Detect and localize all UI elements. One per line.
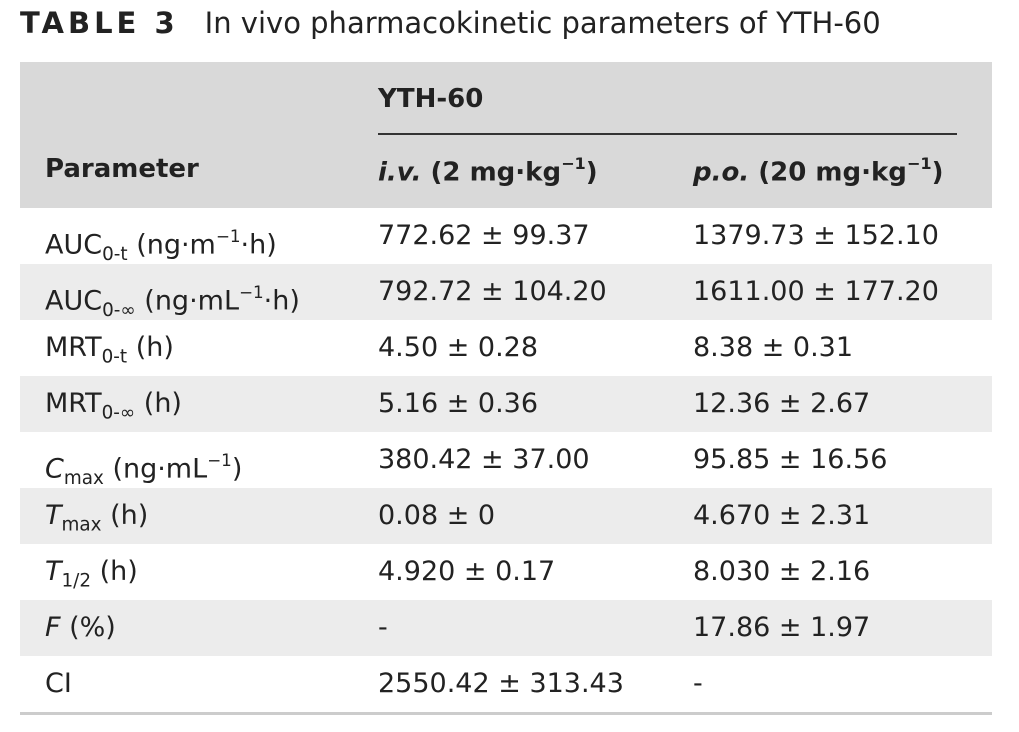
- value-cell: 792.72 ± 104.20: [378, 276, 607, 307]
- text-segment: (20 mg·kg: [749, 157, 907, 188]
- text-segment: i.v.: [378, 157, 422, 188]
- text-segment: max: [63, 468, 104, 490]
- text-segment: −1: [215, 226, 241, 246]
- text-segment: −1: [906, 154, 932, 173]
- column-header: Parameter: [45, 154, 199, 184]
- value-cell: 8.030 ± 2.16: [693, 556, 871, 587]
- text-segment: (%): [60, 612, 116, 643]
- text-segment: (ng·mL: [103, 453, 208, 485]
- table-row: MRT0-t (h) 4.50 ± 0.28 8.38 ± 0.31: [20, 320, 992, 376]
- value-cell: 4.50 ± 0.28: [378, 332, 539, 363]
- table-row: MRT0-∞ (h) 5.16 ± 0.36 12.36 ± 2.67: [20, 376, 992, 432]
- table: YTH-60 Parameter i.v. (2 mg·kg−1) p.o. (20…: [20, 62, 992, 715]
- value-cell: -: [693, 668, 703, 699]
- value-cell: 2550.42 ± 313.43: [378, 668, 624, 699]
- table-row: F (%) - 17.86 ± 1.97: [20, 600, 992, 656]
- parameter-cell: AUC0-∞ (ng·mL−1·h): [45, 264, 300, 339]
- text-segment: (h): [135, 388, 182, 419]
- table-row: CI 2550.42 ± 313.43 -: [20, 656, 992, 712]
- value-cell: 0.08 ± 0: [378, 500, 496, 531]
- column-header: i.v. (2 mg·kg−1): [378, 154, 598, 187]
- group-header: YTH-60: [378, 84, 484, 114]
- text-segment: (h): [101, 500, 149, 531]
- value-cell: 17.86 ± 1.97: [693, 612, 871, 643]
- table-row: Cmax (ng·mL−1) 380.42 ± 37.00 95.85 ± 16.5…: [20, 432, 992, 489]
- value-cell: 772.62 ± 99.37: [378, 220, 590, 251]
- table-title: In vivo pharmacokinetic parameters of YT…: [204, 6, 881, 40]
- parameter-cell: MRT0-∞ (h): [45, 376, 182, 441]
- text-segment: CI: [45, 668, 72, 699]
- parameter-cell: Tmax (h): [45, 488, 148, 553]
- table-row: Tmax (h) 0.08 ± 0 4.670 ± 2.31: [20, 488, 992, 544]
- value-cell: 95.85 ± 16.56: [693, 444, 888, 475]
- value-cell: -: [378, 612, 388, 643]
- value-cell: 4.920 ± 0.17: [378, 556, 556, 587]
- value-cell: 4.670 ± 2.31: [693, 500, 871, 531]
- parameter-cell: CI: [45, 656, 72, 712]
- text-segment: ·h): [240, 229, 277, 261]
- text-segment: (h): [127, 332, 174, 363]
- text-segment: max: [61, 514, 102, 536]
- value-cell: 1379.73 ± 152.10: [693, 220, 939, 251]
- text-segment: 0-∞: [101, 402, 136, 424]
- parameter-cell: AUC0-t (ng·m−1·h): [45, 208, 277, 283]
- text-segment: ): [585, 157, 598, 188]
- text-segment: T: [45, 556, 62, 587]
- text-segment: T: [45, 500, 62, 531]
- text-segment: MRT: [45, 388, 102, 419]
- text-segment: ): [231, 453, 243, 485]
- table-caption: TABLE 3 In vivo pharmacokinetic parameter…: [20, 6, 881, 40]
- text-segment: ·h): [263, 285, 300, 317]
- parameter-cell: T1/2 (h): [45, 544, 138, 609]
- table-row: AUC0-∞ (ng·mL−1·h) 792.72 ± 104.20 1611.00…: [20, 264, 992, 321]
- parameter-cell: Cmax (ng·mL−1): [45, 432, 242, 507]
- value-cell: 380.42 ± 37.00: [378, 444, 590, 475]
- group-rule: [378, 133, 957, 135]
- value-cell: 1611.00 ± 177.20: [693, 276, 939, 307]
- table-body: AUC0-t (ng·m−1·h) 772.62 ± 99.37 1379.73 ±…: [20, 208, 992, 712]
- text-segment: −1: [561, 154, 586, 173]
- text-segment: F: [45, 612, 61, 643]
- text-segment: MRT: [45, 332, 102, 363]
- table-header: YTH-60 Parameter i.v. (2 mg·kg−1) p.o. (20…: [20, 62, 992, 208]
- text-segment: ): [931, 157, 944, 188]
- text-segment: C: [45, 453, 64, 485]
- text-segment: −1: [207, 450, 232, 470]
- text-segment: −1: [239, 282, 264, 302]
- table-label: TABLE 3: [20, 6, 179, 40]
- text-segment: 1/2: [61, 570, 92, 592]
- text-segment: Parameter: [45, 154, 199, 184]
- text-segment: 0-t: [101, 346, 128, 368]
- text-segment: 0-∞: [102, 300, 136, 322]
- table-row: AUC0-t (ng·m−1·h) 772.62 ± 99.37 1379.73 ±…: [20, 208, 992, 265]
- column-header: p.o. (20 mg·kg−1): [693, 154, 944, 187]
- parameter-cell: MRT0-t (h): [45, 320, 174, 385]
- text-segment: AUC: [45, 285, 103, 317]
- text-segment: (2 mg·kg: [421, 157, 562, 188]
- parameter-cell: F (%): [45, 600, 116, 656]
- text-segment: (ng·mL: [135, 285, 239, 317]
- text-segment: (h): [91, 556, 138, 587]
- value-cell: 8.38 ± 0.31: [693, 332, 854, 363]
- table-row: T1/2 (h) 4.920 ± 0.17 8.030 ± 2.16: [20, 544, 992, 600]
- text-segment: 0-t: [102, 244, 128, 266]
- value-cell: 5.16 ± 0.36: [378, 388, 539, 419]
- text-segment: p.o.: [693, 157, 750, 188]
- text-segment: (ng·m: [127, 229, 216, 261]
- text-segment: AUC: [45, 229, 103, 261]
- bottom-rule: [20, 712, 992, 715]
- value-cell: 12.36 ± 2.67: [693, 388, 871, 419]
